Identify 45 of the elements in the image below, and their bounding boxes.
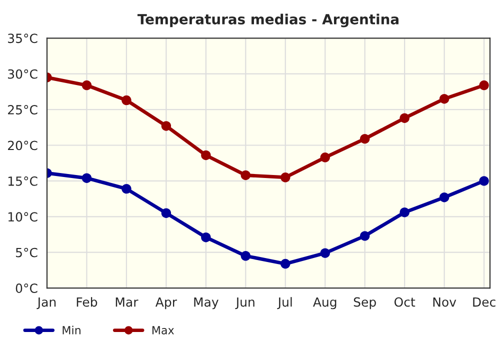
y-tick-label: 35°C xyxy=(8,34,38,44)
point xyxy=(320,248,330,258)
point xyxy=(360,231,370,241)
y-tick-label: 10°C xyxy=(8,212,38,222)
x-tick-label: Jul xyxy=(277,297,292,310)
y-tick-label: 5°C xyxy=(16,248,38,258)
x-tick-label: Aug xyxy=(313,297,336,310)
point xyxy=(201,232,211,242)
point xyxy=(240,251,251,261)
point xyxy=(439,192,450,202)
point xyxy=(201,150,211,160)
point xyxy=(82,80,92,90)
chart-title: Temperaturas medias - Argentina xyxy=(138,14,398,28)
point xyxy=(122,184,132,194)
x-tick-label: Dec xyxy=(473,297,496,307)
legend-label: Max xyxy=(152,326,174,334)
y-tick-label: 30°C xyxy=(8,69,38,79)
point xyxy=(400,208,410,218)
point xyxy=(479,176,489,186)
x-tick-label: Sep xyxy=(354,297,376,310)
point xyxy=(161,208,172,218)
point xyxy=(439,94,450,104)
x-tick-label: Jan xyxy=(36,297,56,310)
y-tick-label: 0°C xyxy=(16,284,38,293)
point xyxy=(82,173,92,183)
x-tick-label: May xyxy=(194,297,218,310)
legend-label: Min xyxy=(62,326,80,334)
x-tick-label: Jun xyxy=(235,297,254,310)
y-tick-label: 20°C xyxy=(8,140,38,150)
x-tick-label: Mar xyxy=(116,297,138,307)
y-tick-label: 15°C xyxy=(8,176,38,186)
x-tick-label: Oct xyxy=(394,297,416,307)
point xyxy=(161,121,172,131)
point xyxy=(280,258,290,269)
x-tick-label: Feb xyxy=(76,297,98,307)
point xyxy=(320,152,330,162)
x-tick-label: Apr xyxy=(155,297,178,310)
point xyxy=(240,170,251,180)
point xyxy=(400,113,410,123)
point xyxy=(122,95,132,106)
y-tick-label: 25°C xyxy=(8,105,38,114)
point xyxy=(280,172,290,182)
point xyxy=(479,80,489,90)
x-tick-label: Nov xyxy=(433,297,456,307)
point xyxy=(360,134,370,144)
